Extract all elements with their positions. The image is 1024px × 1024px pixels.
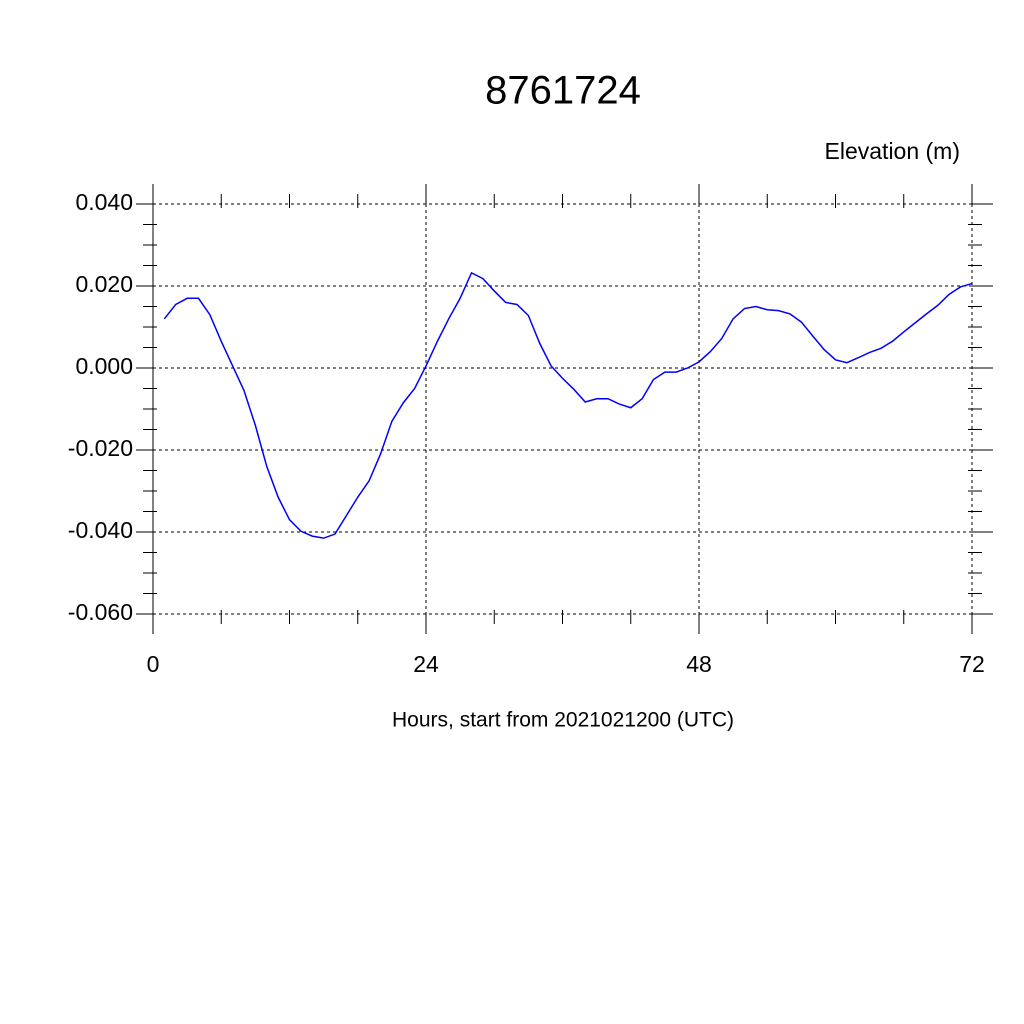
x-tick-label: 24 [413, 651, 439, 677]
y-tick-label: 0.040 [75, 189, 133, 215]
y-tick-label: -0.020 [68, 435, 133, 461]
x-axis-label: Hours, start from 2021021200 (UTC) [392, 709, 734, 732]
y-tick-label: -0.040 [68, 517, 133, 543]
y-axis-label: Elevation (m) [825, 138, 960, 164]
x-tick-label: 72 [959, 651, 985, 677]
x-tick-label: 48 [686, 651, 712, 677]
chart-title: 8761724 [485, 69, 641, 113]
x-tick-label: 0 [147, 651, 160, 677]
data-line [163, 271, 973, 539]
y-tick-label: 0.020 [75, 271, 133, 297]
y-tick-label: 0.000 [75, 353, 133, 379]
y-tick-label: -0.060 [68, 599, 133, 625]
